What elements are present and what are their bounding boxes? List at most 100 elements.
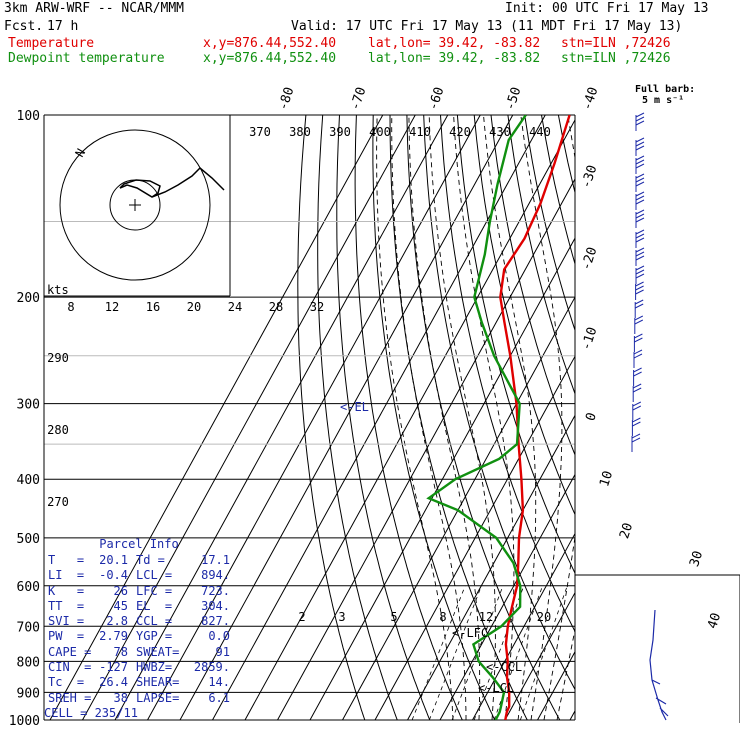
wind-barb-flag: [634, 319, 644, 325]
parcel-v1: 78: [113, 644, 128, 659]
pressure-tick-label: 100: [17, 109, 40, 124]
wind-barb-flag: [633, 353, 643, 359]
level-marker: <-EL: [340, 400, 369, 414]
moist-adiabat: [376, 115, 454, 720]
wind-barb-flag: [635, 285, 644, 291]
theta-label: 390: [329, 125, 351, 139]
wind-barb-flag: [635, 163, 645, 169]
parcel-l1: CIN =: [48, 660, 92, 675]
theta-label: 370: [249, 125, 271, 139]
parcel-l1: TT =: [48, 598, 85, 613]
forecast-hour: 17 h: [47, 19, 79, 34]
mixing-ratio-line: [519, 585, 568, 720]
wind-barb-flag: [635, 159, 645, 165]
isotherm-label: -70: [348, 85, 370, 112]
hodograph-speed-label: 8: [67, 300, 74, 314]
hodograph-units: kts: [47, 283, 69, 297]
parcel-row: CAPE = 78 SWEAT= 91: [44, 645, 234, 660]
isotherm-label: 20: [617, 521, 636, 541]
near-surface-wind-barbs: [649, 609, 669, 721]
pressure-tick-label: 1000: [9, 714, 40, 729]
temperature-latlon: lat,lon= 39.42, -83.82: [368, 36, 541, 51]
wind-barb-flag: [635, 237, 645, 243]
parcel-v2: 723.: [201, 583, 230, 598]
parcel-l2: HWBZ=: [136, 660, 173, 675]
wind-barb-flag: [635, 255, 645, 261]
wind-barb-flag: [631, 433, 641, 439]
dry-adiabat: [626, 115, 740, 720]
wind-barb-flag: [635, 199, 645, 205]
parcel-cell: CELL = 235/11: [44, 705, 138, 720]
isotherm-label: 10: [597, 469, 616, 489]
theta-label: 400: [369, 125, 391, 139]
forecast-label: Fcst.: [4, 19, 44, 34]
isotherm: [49, 115, 384, 720]
isotherm: [537, 650, 575, 720]
theta-label: 410: [409, 125, 431, 139]
isotherm: [342, 296, 575, 720]
dry-adiabat: [317, 115, 398, 720]
isotherm: [472, 532, 575, 720]
parcel-l2: LCL =: [136, 568, 173, 583]
parcel-row: CIN = -127 HWBZ= 2859.: [44, 660, 234, 675]
parcel-v1: 20.1: [99, 553, 128, 567]
dry-adiabat: [336, 115, 431, 720]
wind-barb-flag: [635, 247, 645, 253]
isotherm-label: 0: [583, 411, 600, 423]
parcel-v1: 2.8: [106, 614, 128, 629]
parcel-v2: 14.: [208, 675, 230, 690]
parcel-v2: 6.1: [208, 690, 230, 705]
parcel-v1: -0.4: [99, 568, 128, 583]
wind-barb-flag: [635, 145, 645, 151]
parcel-v1: 38: [113, 690, 128, 705]
parcel-v2: 827.: [201, 614, 230, 629]
wind-barb-flag: [635, 137, 645, 143]
parcel-l1: SVI =: [48, 614, 85, 629]
dry-adiabat: [676, 115, 740, 720]
isotherm: [82, 115, 416, 720]
wind-barb-flag: [634, 315, 644, 321]
wind-barb-flag: [635, 141, 645, 147]
dry-adiabat: [643, 115, 740, 720]
isotherm-label: 40: [705, 611, 724, 631]
parcel-l2: SWEAT=: [136, 644, 180, 659]
parcel-v1: 26: [113, 583, 128, 598]
isotherm-label: -10: [579, 325, 601, 352]
pressure-tick-label: 300: [17, 398, 40, 413]
theta-side-label: 280: [47, 423, 69, 437]
parcel-v1: 2.79: [99, 629, 128, 644]
wind-barb-flag: [632, 405, 642, 411]
dry-adiabat: [541, 115, 575, 266]
pressure-tick-label: 900: [17, 686, 40, 701]
wind-barb-flag: [634, 337, 643, 343]
full-barb-label: Full barb:: [635, 84, 695, 95]
isotherm: [374, 355, 575, 720]
wind-barb-flag: [632, 401, 642, 407]
pressure-tick-label: 400: [17, 473, 40, 488]
dry-adiabat: [609, 115, 740, 720]
moist-adiabat: [408, 115, 481, 720]
hodograph-speed-label: 12: [105, 300, 119, 314]
wind-barb-flag: [635, 213, 645, 219]
pressure-tick-label: 500: [17, 532, 40, 547]
pressure-tick-label: 700: [17, 620, 40, 635]
hodograph-speed-label: 24: [228, 300, 242, 314]
theta-side-label: 290: [47, 351, 69, 365]
pressure-tick-label: 800: [17, 655, 40, 670]
wind-barb-flag: [634, 303, 644, 309]
theta-side-label: 270: [47, 495, 69, 509]
isotherm-label: 30: [687, 549, 706, 569]
wind-barb-flag: [635, 209, 645, 215]
dry-adiabat: [727, 115, 740, 720]
mixing-ratio-label: 3: [338, 610, 345, 624]
wind-barb-flag: [632, 421, 641, 427]
wind-barb-flag: [635, 177, 645, 183]
mixing-ratio-line: [428, 585, 482, 720]
wind-barb-flag: [635, 112, 645, 118]
diagram-lower-right-boundary: [574, 537, 740, 723]
wind-barb-flag: [635, 120, 645, 126]
wind-barb-flag: [632, 383, 642, 389]
parcel-l2: SHEAR=: [136, 675, 180, 690]
dewpoint-latlon: lat,lon= 39.42, -83.82: [368, 51, 541, 66]
